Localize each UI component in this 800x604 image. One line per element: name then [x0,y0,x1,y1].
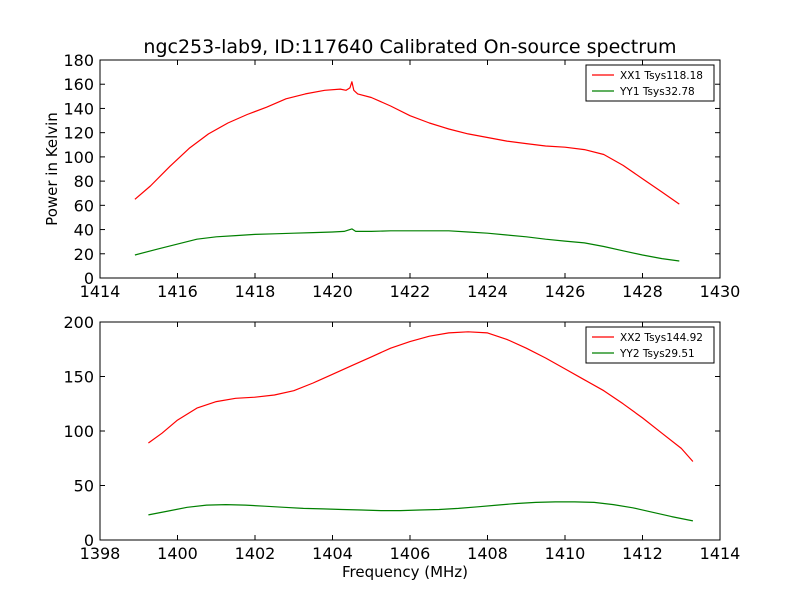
y-tick-label: 0 [84,269,94,288]
y-tick-label: 80 [74,172,94,191]
legend-label: XX2 Tsys144.92 [620,332,703,344]
x-tick-label: 1428 [622,282,663,301]
x-tick-label: 1402 [235,544,276,563]
chart-panel-1: 1414 1416 1418 1420 1422 1424 1426 1428 1430 0 20 4… [43,51,740,301]
legend-box [585,326,715,364]
x-tick-label: 1408 [467,544,508,563]
legend-label: XX1 Tsys118.18 [620,70,703,82]
x-tick-label: 1422 [390,282,431,301]
series-line-xx1 [134,81,680,205]
x-tick-label: 1406 [390,544,431,563]
x-tick-label: 1420 [312,282,353,301]
series-line-yy2 [148,501,694,522]
y-tick-label: 100 [63,422,94,441]
y-tick-label: 120 [63,124,94,143]
y-tick-label: 40 [74,221,94,240]
y-axis-label: Power in Kelvin [43,112,61,226]
x-tick-label: 1414 [80,282,121,301]
x-tick-label: 1398 [80,544,121,563]
legend: XX1 Tsys118.18 YY1 Tsys32.78 [585,64,715,102]
x-tick-label: 1400 [157,544,198,563]
y-tick-label: 50 [74,477,94,496]
series-line-yy1 [134,228,680,262]
legend-label: YY1 Tsys32.78 [619,86,695,98]
x-tick-label: 1412 [622,544,663,563]
legend: XX2 Tsys144.92 YY2 Tsys29.51 [585,326,715,364]
x-tick-label: 1430 [700,282,741,301]
x-tick-label: 1418 [235,282,276,301]
y-tick-label: 60 [74,196,94,215]
legend-label: YY2 Tsys29.51 [619,348,695,360]
x-axis-label: Frequency (MHz) [342,563,468,581]
x-tick-label: 1426 [545,282,586,301]
series-line-xx2 [148,331,694,462]
y-tick-label: 160 [63,75,94,94]
legend-box [585,64,715,102]
y-tick-label: 0 [84,531,94,550]
chart-title: ngc253-lab9, ID:117640 Calibrated On-sou… [143,36,676,58]
y-tick-label: 150 [63,368,94,387]
x-tick-label: 1410 [545,544,586,563]
x-tick-label: 1414 [700,544,741,563]
y-tick-label: 200 [63,313,94,332]
y-tick-label: 20 [74,245,94,264]
y-tick-label: 140 [63,99,94,118]
y-tick-label: 100 [63,148,94,167]
x-tick-label: 1416 [157,282,198,301]
y-tick-label: 180 [63,51,94,70]
chart-panel-2: 1398 1400 1402 1404 1406 1408 1410 1412 1414 0 50 1… [63,313,740,581]
x-tick-label: 1424 [467,282,508,301]
x-tick-label: 1404 [312,544,353,563]
